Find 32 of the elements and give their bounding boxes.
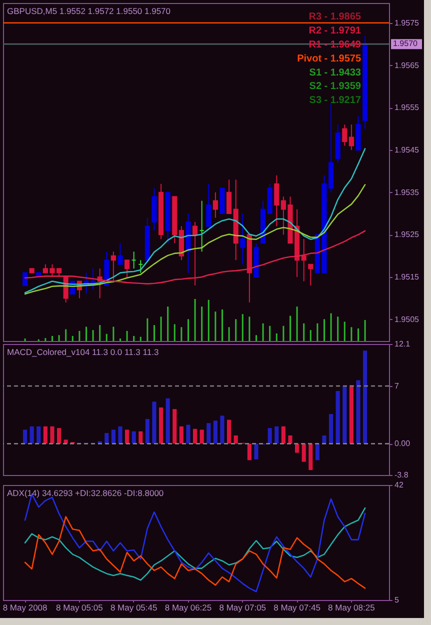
y-tick-label: 5	[394, 596, 400, 604]
y-tick-label: 1.9545	[394, 145, 420, 154]
x-tick-label: 8 May 05:05	[56, 602, 104, 612]
annotation: Pivot - 1.9575	[297, 53, 362, 64]
x-tick-label: 8 May 08:25	[328, 602, 376, 612]
y-tick-label: 1.9565	[394, 60, 420, 70]
ref-line-label: 1.9570	[393, 39, 418, 48]
annotation: R1 - 1.9649	[308, 40, 362, 50]
annotation: S3 - 1.9217	[309, 95, 362, 106]
annotation: R2 - 1.9791	[308, 26, 362, 37]
annotation: S2 - 1.9359	[309, 81, 362, 92]
annotation: S1 - 1.9433	[309, 67, 362, 78]
y-tick-label: 1.9515	[394, 272, 420, 282]
y-tick-label: 7	[394, 382, 400, 391]
y-tick-label: 1.9505	[394, 314, 420, 324]
x-tick-label: 8 May 2008	[2, 602, 48, 612]
y-tick-label: 42	[394, 480, 404, 490]
y-tick-label: 1.9525	[394, 230, 420, 240]
y-tick-label: 12.1	[394, 340, 411, 348]
y-tick-label: 1.9575	[394, 18, 420, 28]
y-tick-label: 0.00	[394, 439, 411, 448]
chart-title: GBPUSD,M5 1.9552 1.9572 1.9550 1.9570	[7, 6, 171, 16]
x-tick-label: 8 May 05:45	[110, 602, 158, 612]
x-tick-label: 8 May 07:45	[274, 602, 321, 612]
chart-title: MACD_Colored_v104 11.3 0.0 11.3 11.3	[7, 347, 159, 357]
x-tick-label: 8 May 07:05	[219, 602, 266, 612]
y-tick-label: 1.9535	[394, 188, 420, 197]
annotation: R3 - 1.9865	[308, 12, 362, 23]
chart-title: ADX(14) 34.6293 +DI:32.8626 -DI:8.8000	[7, 488, 164, 498]
y-tick-label: -3.8	[394, 470, 409, 480]
x-tick-label: 8 May 06:25	[164, 602, 212, 612]
y-tick-label: 1.9555	[394, 103, 420, 112]
